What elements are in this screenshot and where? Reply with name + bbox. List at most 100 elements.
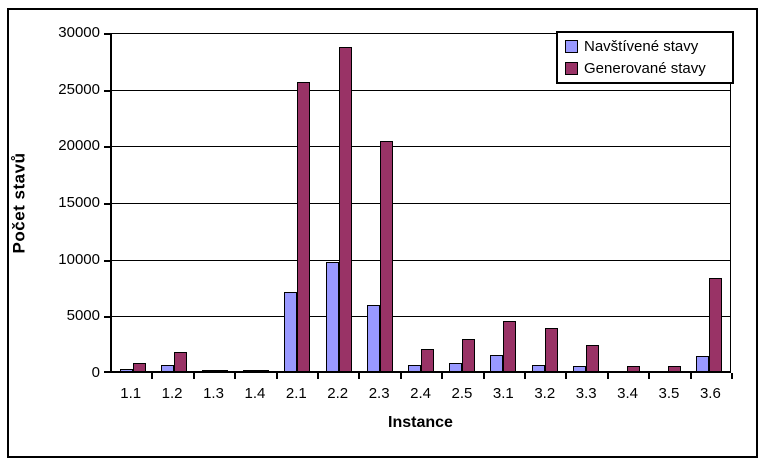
x-label-3.1: 3.1: [492, 385, 514, 402]
y-axis-tick-mark: [104, 146, 111, 149]
x-axis-tick-mark: [192, 373, 195, 379]
x-axis-tick-mark: [482, 373, 485, 379]
bar-group-1.2: [153, 33, 194, 371]
x-label-1.1: 1.1: [120, 385, 142, 402]
y-axis-title-text: Počet stavů: [9, 152, 28, 254]
x-label-3.3: 3.3: [575, 385, 597, 402]
bar-generated-2.1: [297, 82, 311, 371]
bar-generated-1.4: [256, 369, 270, 371]
bar-visited-2.1: [284, 291, 298, 371]
bar-group-2.1: [277, 33, 318, 371]
x-label-1.4: 1.4: [244, 385, 266, 402]
y-axis-tick-labels: 30000 25000 20000 15000 10000 5000 0: [36, 24, 100, 381]
bar-visited-3.6: [696, 356, 710, 371]
legend-swatch-generated-icon: [565, 62, 578, 75]
bar-generated-2.2: [338, 46, 352, 371]
bar-visited-2.4: [408, 365, 422, 371]
x-label-1.2: 1.2: [161, 385, 183, 402]
x-axis-tick-mark: [275, 373, 278, 379]
x-axis-tick-mark: [317, 373, 319, 379]
y-axis-tick-mark: [104, 371, 111, 373]
bar-visited-2.3: [366, 305, 380, 371]
bar-visited-3.1: [490, 355, 504, 371]
x-axis-tick-mark: [399, 373, 402, 379]
y-axis-tick-mark: [104, 33, 111, 35]
x-axis-tick-mark: [358, 373, 361, 379]
gridline: [112, 146, 730, 148]
bar-group-2.2: [318, 33, 359, 371]
x-axis-tick-mark: [524, 373, 526, 379]
x-axis-tick-mark: [689, 373, 692, 379]
bar-group-3.1: [483, 33, 524, 371]
x-label-1.3: 1.3: [203, 385, 224, 402]
bar-generated-2.4: [421, 349, 435, 371]
bar-group-1.1: [112, 33, 153, 371]
x-label-3.2: 3.2: [534, 385, 556, 402]
bar-visited-3.2: [531, 365, 545, 371]
y-tick-label: 15000: [58, 194, 100, 211]
legend-label-visited: Navštívené stavy: [584, 38, 699, 55]
x-axis-tick-mark: [606, 373, 609, 379]
x-axis-tick-mark: [441, 373, 444, 379]
bar-group-2.4: [400, 33, 441, 371]
gridline: [112, 316, 730, 318]
legend-swatch-visited-icon: [565, 40, 578, 53]
x-label-2.4: 2.4: [410, 385, 431, 402]
x-label-2.1: 2.1: [285, 385, 307, 402]
legend: Navštívené stavy Generované stavy: [556, 31, 734, 84]
legend-item-visited: Navštívené stavy: [565, 38, 732, 55]
y-axis-tick-mark: [104, 203, 111, 205]
bar-group-2.5: [442, 33, 483, 371]
bar-generated-3.2: [544, 327, 558, 371]
y-tick-label: 0: [91, 364, 100, 381]
bar-group-1.4: [236, 33, 277, 371]
bar-visited-3.3: [572, 366, 586, 371]
y-tick-label: 10000: [58, 250, 100, 268]
bar-generated-2.3: [379, 140, 393, 371]
bar-generated-3.5: [668, 366, 682, 371]
x-axis-labels: 1.1 1.2 1.3 1.4 2.1 2.2 2.3 2.4 2.5 3.1 3.2 3.3 3.4 3…: [110, 385, 731, 402]
bar-generated-1.3: [215, 369, 228, 371]
x-axis-tick-mark: [565, 373, 568, 379]
bar-generated-3.4: [627, 365, 641, 371]
bar-generated-3.1: [503, 321, 517, 371]
x-label-3.5: 3.5: [658, 385, 680, 402]
y-tick-label: 30000: [58, 24, 100, 41]
bar-generated-1.2: [173, 351, 187, 371]
gridline: [112, 89, 730, 91]
y-axis-title: Počet stavů: [0, 33, 38, 373]
y-axis-tick-mark: [104, 89, 111, 92]
bar-visited-1.1: [119, 369, 133, 371]
bar-group-3.5: [648, 33, 689, 371]
bar-visited-1.2: [160, 364, 174, 371]
x-label-2.5: 2.5: [451, 385, 473, 402]
y-tick-label: 25000: [58, 80, 100, 98]
bar-group-1.3: [194, 33, 235, 371]
y-tick-label: 5000: [66, 307, 100, 325]
y-tick-label: 20000: [58, 137, 100, 155]
gridline: [112, 203, 730, 204]
bar-generated-3.3: [585, 344, 599, 371]
x-axis-tick-mark: [234, 373, 237, 379]
x-label-2.3: 2.3: [368, 385, 390, 402]
x-label-2.2: 2.2: [327, 385, 349, 402]
bar-generated-3.6: [709, 278, 723, 371]
bar-groups: [112, 33, 730, 371]
x-axis-tick-mark: [731, 373, 733, 379]
plot-area: [104, 33, 733, 379]
x-axis-tick-mark: [151, 373, 154, 379]
bar-group-3.2: [524, 33, 565, 371]
bar-group-3.3: [565, 33, 606, 371]
bar-visited-1.3: [202, 370, 215, 371]
bar-visited-2.2: [325, 262, 339, 371]
gridline: [112, 259, 730, 261]
bar-generated-2.5: [462, 339, 476, 371]
gridline: [112, 33, 730, 34]
bar-group-3.6: [689, 33, 730, 371]
x-axis-title: Instance: [388, 414, 453, 431]
x-label-3.6: 3.6: [699, 385, 721, 402]
x-label-3.4: 3.4: [617, 385, 638, 402]
bar-group-2.3: [359, 33, 400, 371]
legend-item-generated: Generované stavy: [565, 60, 732, 77]
x-axis-tick-mark: [648, 373, 651, 379]
